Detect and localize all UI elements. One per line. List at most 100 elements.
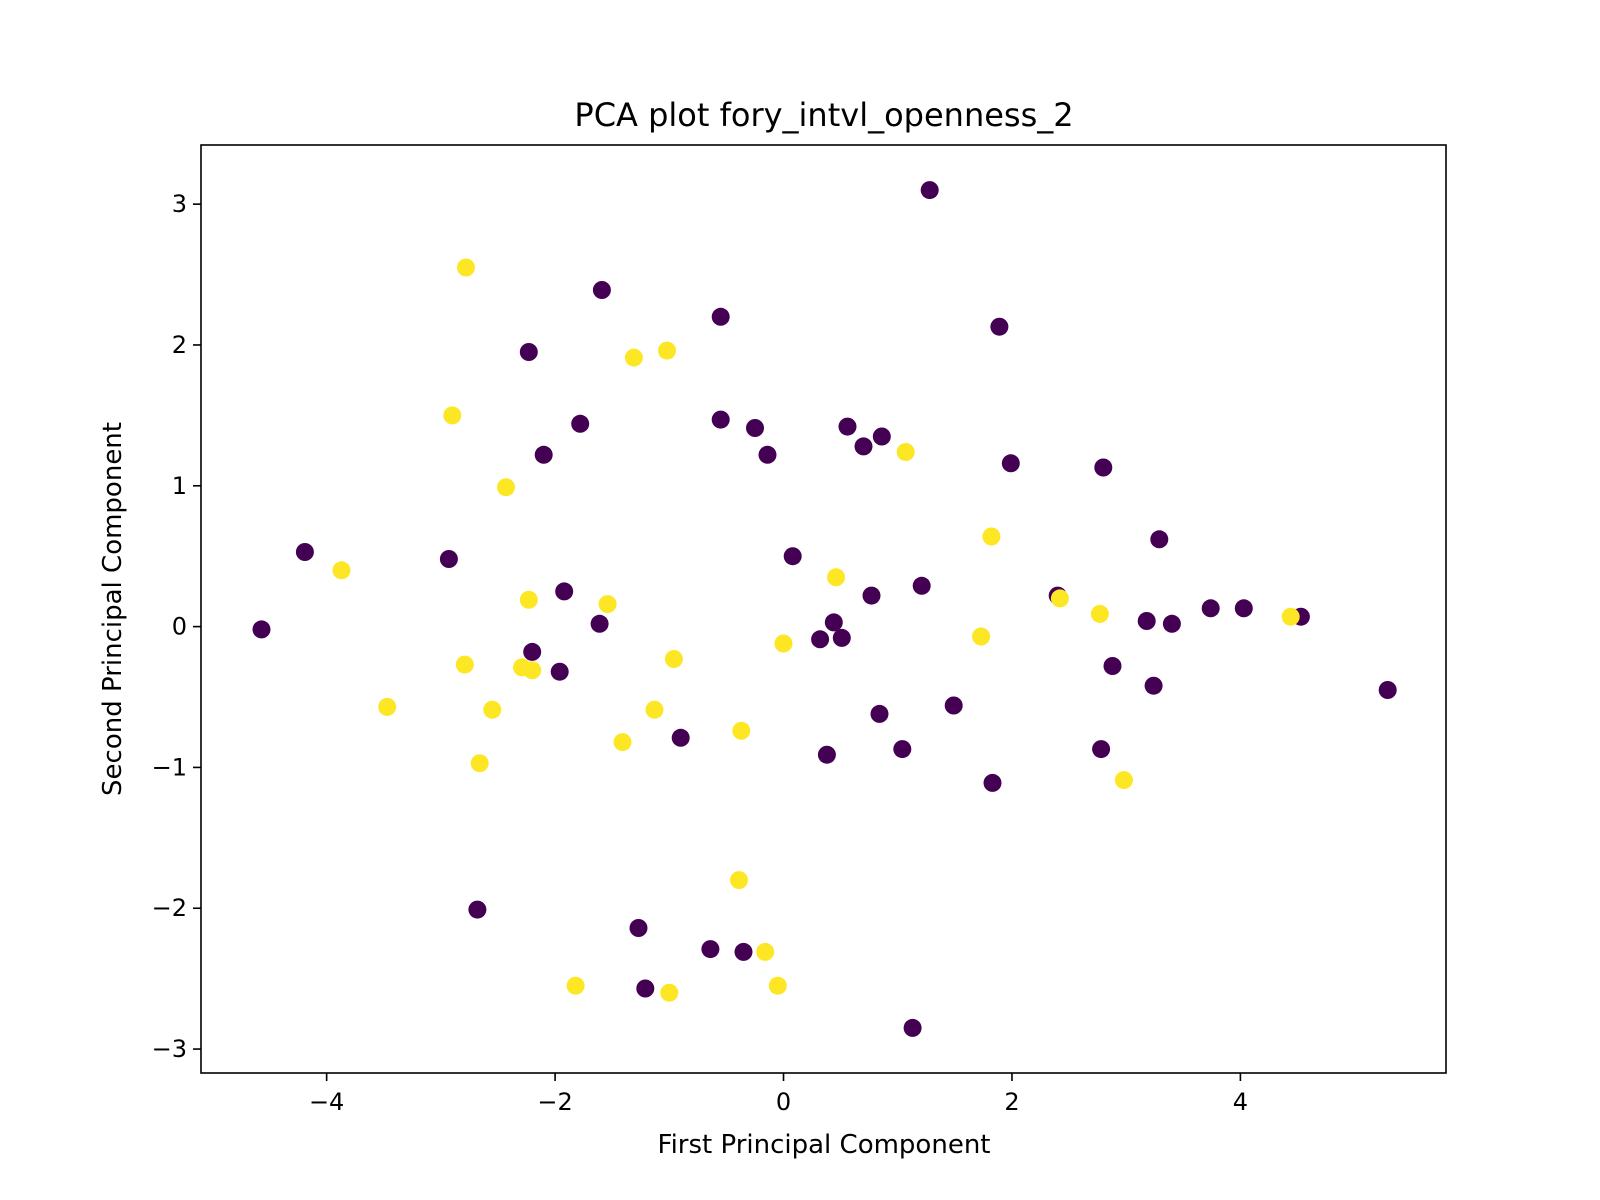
y-tick-label: 3	[172, 190, 187, 218]
data-point-class_0-43	[1092, 740, 1111, 759]
data-point-class_0-32	[832, 628, 851, 647]
data-point-class_0-44	[983, 773, 1002, 792]
data-point-class_1-17	[455, 655, 474, 674]
data-point-class_0-2	[711, 307, 730, 326]
y-tick-label: −1	[152, 753, 187, 781]
x-tick-label: −4	[309, 1088, 344, 1116]
x-tick-label: 0	[776, 1088, 791, 1116]
y-tick-label: −2	[152, 894, 187, 922]
data-point-class_0-23	[1201, 599, 1220, 618]
data-point-class_0-6	[711, 410, 730, 429]
data-point-class_1-12	[1090, 604, 1109, 623]
data-point-class_0-16	[295, 543, 314, 561]
data-point-class_0-21	[862, 586, 881, 605]
data-point-class_0-18	[783, 547, 802, 566]
data-point-class_1-2	[658, 341, 676, 360]
data-point-class_0-38	[944, 696, 963, 715]
data-point-class_1-26	[1114, 771, 1133, 790]
x-tick-label: 4	[1233, 1088, 1248, 1116]
data-point-class_0-4	[519, 343, 538, 361]
y-tick-label: −3	[152, 1035, 187, 1063]
data-point-class_0-20	[555, 582, 574, 601]
y-axis-label: Second Principal Component	[98, 422, 128, 796]
y-tick-label: 0	[172, 613, 187, 641]
x-tick-label: −2	[537, 1088, 572, 1116]
data-point-class_0-28	[590, 614, 609, 633]
data-point-class_0-1	[592, 281, 611, 299]
data-point-class_1-10	[598, 595, 617, 614]
data-point-class_1-31	[660, 983, 679, 1002]
data-point-class_1-15	[774, 634, 793, 653]
data-point-class_1-0	[457, 258, 475, 277]
data-point-class_1-7	[332, 561, 351, 580]
data-point-class_0-34	[550, 662, 569, 681]
data-point-class_0-3	[990, 317, 1009, 336]
data-point-class_0-36	[1144, 676, 1163, 695]
data-point-class_0-39	[870, 704, 889, 723]
data-point-class_1-24	[732, 721, 751, 740]
data-point-class_1-14	[972, 627, 991, 646]
x-axis-ticks: −4 −2 0 2 4	[309, 1073, 1248, 1116]
data-point-class_0-17	[439, 550, 458, 568]
data-point-class_0-5	[571, 414, 590, 433]
data-point-class_1-11	[1050, 589, 1069, 608]
data-point-class_1-9	[519, 590, 538, 609]
data-point-class_0-9	[872, 427, 891, 446]
data-point-class_1-8	[827, 568, 846, 587]
data-point-class_1-6	[982, 527, 1001, 546]
data-point-class_0-15	[1150, 530, 1169, 549]
data-point-class_0-30	[252, 620, 271, 639]
data-point-class_1-27	[730, 871, 748, 890]
data-point-class_0-26	[1137, 612, 1156, 630]
data-point-class_0-19	[912, 576, 931, 595]
data-point-class_1-19	[523, 661, 542, 680]
data-point-class_1-5	[497, 478, 515, 497]
data-point-class_0-47	[701, 940, 720, 959]
y-tick-label: 1	[172, 472, 187, 500]
data-point-class_0-35	[1103, 657, 1122, 675]
y-axis-ticks: −3 −2 −1 0 1 2 3	[152, 190, 201, 1063]
data-point-class_0-27	[1162, 614, 1181, 633]
data-points	[252, 181, 1397, 1037]
x-tick-label: 2	[1004, 1088, 1019, 1116]
data-point-class_1-23	[613, 733, 632, 752]
data-point-class_1-3	[443, 406, 462, 425]
data-point-class_0-45	[468, 900, 487, 919]
data-point-class_1-30	[768, 976, 787, 995]
data-point-class_0-11	[534, 445, 553, 464]
data-point-class_0-37	[1378, 681, 1397, 699]
data-point-class_1-4	[896, 443, 915, 461]
data-point-class_0-29	[824, 613, 843, 632]
data-point-class_0-49	[636, 979, 655, 998]
data-point-class_0-33	[523, 642, 542, 661]
data-point-class_0-40	[671, 728, 690, 747]
plot-frame	[200, 144, 1447, 1074]
x-axis-label: First Principal Component	[658, 1130, 991, 1160]
data-point-class_0-7	[746, 419, 764, 437]
data-point-class_0-50	[903, 1018, 922, 1037]
data-point-class_0-0	[920, 181, 939, 200]
data-point-class_0-14	[1094, 458, 1113, 477]
data-point-class_0-48	[734, 942, 753, 961]
data-point-class_0-42	[893, 740, 912, 759]
y-tick-label: 2	[172, 331, 187, 359]
data-point-class_0-12	[758, 445, 777, 464]
data-point-class_1-16	[664, 650, 683, 668]
data-point-class_0-13	[1001, 454, 1020, 473]
data-point-class_1-20	[378, 697, 397, 716]
data-point-class_1-28	[756, 942, 775, 961]
data-point-class_1-1	[624, 348, 643, 367]
data-point-class_0-24	[1234, 599, 1253, 618]
data-point-class_1-29	[566, 976, 585, 995]
data-point-class_0-46	[629, 919, 648, 937]
data-point-class_0-41	[817, 745, 836, 764]
data-point-class_1-22	[645, 700, 664, 719]
data-point-class_1-25	[470, 754, 489, 773]
data-point-class_1-13	[1281, 607, 1300, 626]
data-point-class_0-31	[811, 630, 830, 649]
chart-title: PCA plot fory_intvl_openness_2	[574, 96, 1073, 134]
data-point-class_0-8	[838, 417, 857, 436]
data-point-class_0-10	[854, 437, 873, 456]
data-point-class_1-21	[483, 700, 502, 719]
